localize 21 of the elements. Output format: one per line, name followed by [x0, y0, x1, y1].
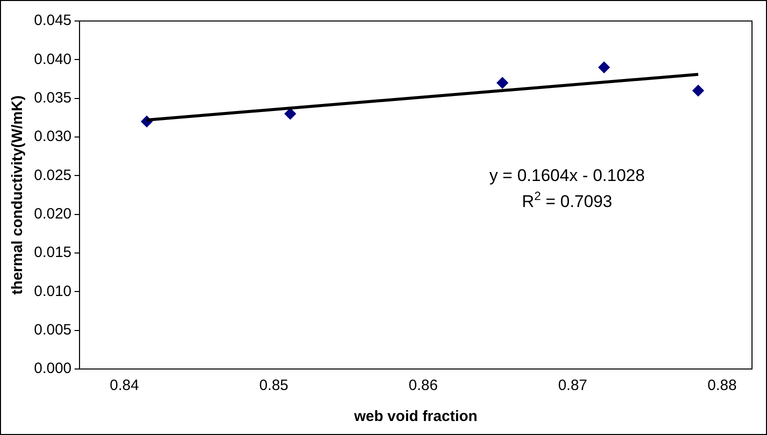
- x-tick-label: 0.88: [708, 377, 737, 394]
- x-axis-title: web void fraction: [353, 408, 478, 426]
- y-tick-label: 0.020: [34, 205, 72, 222]
- point: [598, 61, 610, 74]
- y-tick-label: 0.005: [34, 321, 72, 338]
- point: [692, 84, 704, 97]
- y-tick-label: 0.000: [34, 360, 72, 378]
- x-tick-label: 0.86: [408, 377, 438, 394]
- y-tick-label: 0.035: [34, 89, 72, 106]
- y-tick-label: 0.045: [34, 12, 72, 30]
- y-tick-label: 0.030: [34, 128, 72, 146]
- x-tick-label: 0.84: [110, 377, 139, 394]
- x-tick-label: 0.87: [558, 377, 588, 394]
- y-axis-title: thermal conductivity(W/mK): [9, 95, 26, 295]
- annotation: y = 0.1604x - 0.1028: [489, 166, 645, 185]
- x-tick-label: 0.85: [259, 377, 288, 394]
- y-tick-label: 0.010: [34, 282, 72, 300]
- y-tick-label: 0.040: [34, 50, 72, 68]
- y-tick-label: 0.025: [34, 166, 72, 184]
- point: [496, 76, 508, 89]
- y-tick-label: 0.015: [34, 244, 72, 262]
